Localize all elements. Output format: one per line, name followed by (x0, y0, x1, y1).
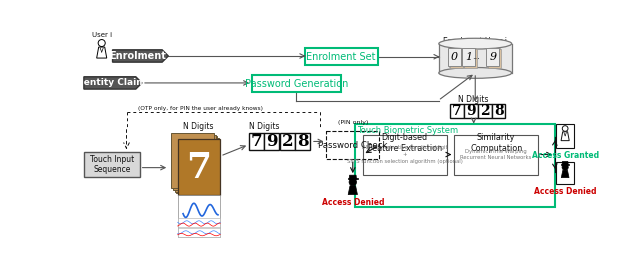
Text: 7: 7 (250, 133, 262, 150)
Polygon shape (349, 175, 356, 179)
Text: Touch Input
Sequence: Touch Input Sequence (90, 155, 134, 174)
Bar (463, 49, 477, 67)
Bar (252, 75, 341, 92)
Bar (348, 178, 358, 179)
Bar (175, 136, 217, 192)
Bar (449, 48, 462, 67)
Bar (478, 104, 492, 118)
Text: 9: 9 (266, 133, 278, 150)
Text: Password Check: Password Check (318, 141, 388, 150)
Bar (465, 104, 477, 118)
Bar (305, 48, 378, 65)
Bar (487, 48, 500, 67)
Text: 9: 9 (489, 52, 496, 62)
Bar (178, 195, 220, 237)
Text: 0: 0 (451, 52, 458, 62)
Polygon shape (562, 161, 568, 165)
Bar (463, 48, 476, 67)
Text: ...: ... (472, 52, 480, 61)
Bar (448, 47, 461, 66)
Text: N Digits: N Digits (249, 122, 280, 131)
Bar (462, 47, 476, 66)
Polygon shape (561, 132, 569, 141)
Text: 1: 1 (465, 52, 472, 62)
Polygon shape (84, 77, 142, 89)
Bar (172, 133, 214, 189)
Bar (264, 133, 279, 150)
Text: 2: 2 (480, 104, 490, 118)
Text: N Digits: N Digits (183, 122, 214, 131)
Text: 9: 9 (466, 104, 476, 118)
Bar (454, 135, 538, 175)
Circle shape (563, 126, 568, 131)
Bar (450, 49, 463, 67)
Polygon shape (561, 170, 569, 178)
Polygon shape (97, 47, 107, 58)
Circle shape (98, 39, 105, 47)
Text: 2: 2 (282, 133, 293, 150)
Bar (451, 104, 463, 118)
Bar (296, 133, 310, 150)
Text: 7: 7 (452, 104, 462, 118)
Text: 7: 7 (186, 152, 211, 185)
Text: 8: 8 (297, 133, 308, 150)
Ellipse shape (439, 67, 511, 78)
Text: Digit-based
Feature Extraction: Digit-based Feature Extraction (367, 133, 442, 153)
Bar (326, 132, 379, 159)
Bar (486, 47, 499, 66)
Text: Enrolment: Enrolment (109, 51, 166, 61)
Text: Identity Claim: Identity Claim (74, 78, 146, 87)
Polygon shape (348, 186, 358, 195)
Text: Access Denied: Access Denied (321, 198, 384, 207)
Bar (280, 133, 294, 150)
Bar (178, 228, 220, 237)
Text: Touch Biometric System: Touch Biometric System (358, 126, 459, 135)
Bar (249, 133, 264, 150)
Bar (439, 44, 511, 73)
Bar (556, 162, 575, 184)
Text: (OTP only, for PIN the user already knows): (OTP only, for PIN the user already know… (138, 106, 262, 112)
Polygon shape (113, 50, 168, 62)
Text: 21 discriminative functions/digit
+
SFFS function selection algorithm (optional): 21 discriminative functions/digit + SFFS… (347, 145, 463, 164)
Bar (176, 138, 219, 193)
Bar (355, 124, 555, 207)
Text: Enrolment Set: Enrolment Set (307, 52, 376, 62)
Bar (178, 218, 220, 227)
Bar (492, 104, 506, 118)
Bar (561, 164, 570, 165)
Bar (363, 135, 447, 175)
Circle shape (562, 164, 568, 170)
Circle shape (349, 178, 356, 186)
Text: Access Granted: Access Granted (532, 151, 598, 160)
Text: User i: User i (92, 32, 112, 38)
Text: N Digits: N Digits (458, 95, 489, 104)
Text: 8: 8 (494, 104, 504, 118)
Text: (PIN only): (PIN only) (338, 120, 368, 125)
Bar (173, 135, 216, 190)
Text: Enrolment User i: Enrolment User i (444, 37, 508, 46)
Text: Dynamic Time Warping
Recurrent Neural Networks: Dynamic Time Warping Recurrent Neural Ne… (461, 149, 532, 160)
Bar (178, 139, 220, 195)
Bar (488, 49, 501, 67)
Text: Similarity
Computation: Similarity Computation (470, 133, 522, 153)
Ellipse shape (439, 38, 511, 49)
Bar (84, 152, 140, 177)
Text: Access Denied: Access Denied (534, 187, 596, 196)
Bar (556, 124, 575, 149)
Text: Password Generation: Password Generation (244, 79, 348, 89)
